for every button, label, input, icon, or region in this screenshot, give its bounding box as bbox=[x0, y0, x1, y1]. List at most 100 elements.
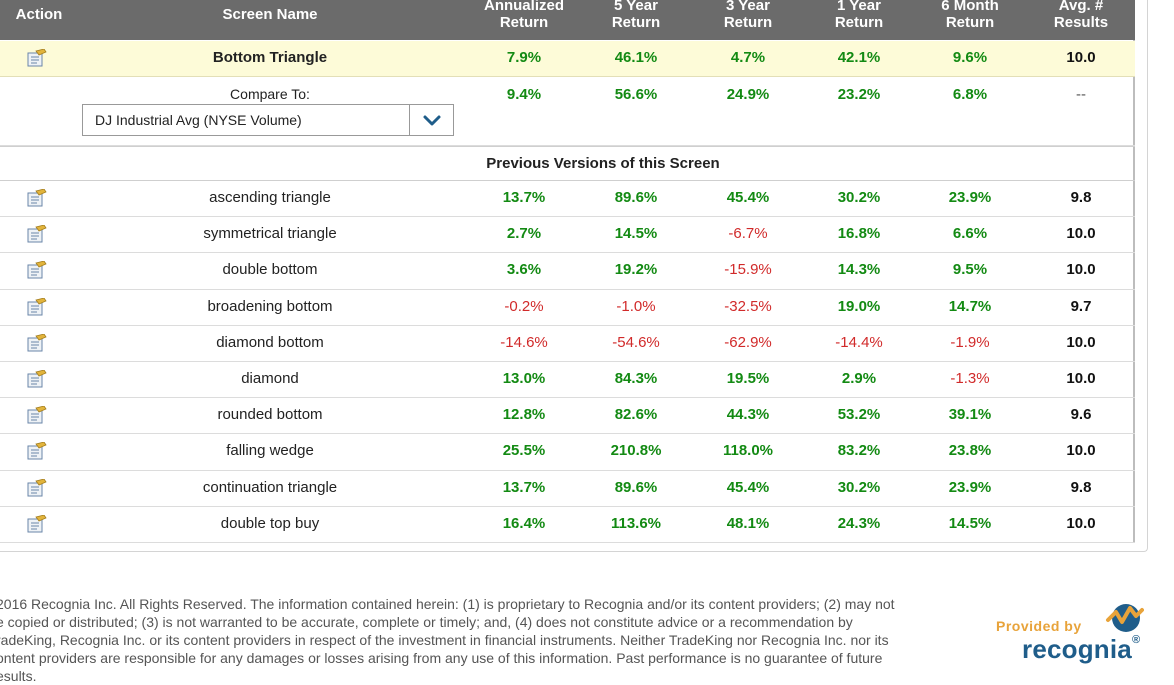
table-row: diamond 13.0% 84.3% 19.5% 2.9% -1.3% 10.0 bbox=[0, 362, 1135, 399]
annualized-return-value: -0.2% bbox=[504, 297, 544, 315]
five-year-return-value: 210.8% bbox=[610, 442, 662, 460]
five-year-return-value: 89.6% bbox=[614, 478, 658, 496]
current-5-year-return: 46.1% bbox=[614, 49, 658, 66]
screen-name-link[interactable]: ascending triangle bbox=[209, 189, 331, 206]
current-annualized-return: 7.9% bbox=[506, 49, 542, 66]
table-row: rounded bottom 12.8% 82.6% 44.3% 53.2% 39.1% 9… bbox=[0, 398, 1135, 435]
header-5-year-return: 5 Year Return bbox=[580, 0, 692, 40]
header-1-year-line1: 1 Year bbox=[837, 0, 881, 14]
edit-screen-icon[interactable] bbox=[27, 225, 47, 243]
three-year-return-value: 19.5% bbox=[726, 370, 770, 387]
avg-results-value: 9.7 bbox=[1070, 297, 1092, 315]
screen-name-link[interactable]: rounded bottom bbox=[217, 406, 323, 424]
header-annualized-return: Annualized Return bbox=[468, 0, 580, 40]
header-annualized-line1: Annualized bbox=[483, 0, 564, 14]
current-3-year-return: 4.7% bbox=[730, 49, 766, 66]
header-avg-line2: Results bbox=[1053, 14, 1109, 31]
table-row: double top buy 16.4% 113.6% 48.1% 24.3% 14.5%… bbox=[0, 507, 1135, 543]
recognia-brand-text: recognia® bbox=[1022, 634, 1140, 665]
edit-screen-icon[interactable] bbox=[27, 261, 47, 279]
one-year-return-value: 53.2% bbox=[837, 406, 881, 424]
header-3-year-return: 3 Year Return bbox=[692, 0, 804, 40]
compare-label: Compare To: bbox=[230, 86, 310, 102]
avg-results-value: 10.0 bbox=[1066, 370, 1096, 387]
edit-screen-icon[interactable] bbox=[27, 514, 47, 533]
current-avg-results: 10.0 bbox=[1066, 49, 1096, 66]
table-row: symmetrical triangle 2.7% 14.5% -6.7% 16.8% 6… bbox=[0, 217, 1135, 254]
screen-name-link[interactable]: continuation triangle bbox=[202, 478, 338, 496]
disclaimer-line: 2016 Recognia Inc. All Rights Reserved. … bbox=[0, 596, 895, 612]
current-1-year-return: 42.1% bbox=[837, 49, 881, 66]
edit-screen-icon[interactable] bbox=[27, 333, 47, 352]
compare-benchmark-select[interactable]: DJ Industrial Avg (NYSE Volume) bbox=[82, 104, 454, 136]
screen-name-link[interactable]: double top buy bbox=[220, 514, 320, 532]
previous-versions-heading-row: Previous Versions of this Screen bbox=[0, 146, 1135, 181]
compare-annualized-return: 9.4% bbox=[506, 86, 542, 103]
screen-name-link[interactable]: diamond bottom bbox=[216, 333, 324, 351]
five-year-return-value: 113.6% bbox=[610, 514, 662, 532]
six-month-return-value: -1.9% bbox=[950, 333, 990, 351]
five-year-return-value: -1.0% bbox=[616, 297, 656, 315]
header-avg-results: Avg. # Results bbox=[1026, 0, 1136, 40]
current-screen-row: Bottom Triangle 7.9% 46.1% 4.7% 42.1% 9.… bbox=[0, 41, 1135, 77]
five-year-return-value: 14.5% bbox=[614, 225, 658, 243]
recognia-mark-icon bbox=[1106, 604, 1144, 632]
three-year-return-value: 44.3% bbox=[726, 406, 770, 424]
table-row: diamond bottom -14.6% -54.6% -62.9% -14.4% -1… bbox=[0, 326, 1135, 362]
screen-name-link[interactable]: symmetrical triangle bbox=[203, 225, 337, 243]
edit-screen-icon[interactable] bbox=[27, 297, 47, 316]
one-year-return-value: 30.2% bbox=[837, 189, 881, 206]
compare-3-year-return: 24.9% bbox=[726, 86, 770, 103]
screen-name-link[interactable]: broadening bottom bbox=[207, 297, 333, 315]
six-month-return-value: 9.5% bbox=[952, 261, 988, 279]
avg-results-value: 9.8 bbox=[1070, 189, 1092, 206]
table-row: continuation triangle 13.7% 89.6% 45.4% 30.2… bbox=[0, 471, 1135, 507]
compare-avg-results: -- bbox=[1076, 86, 1086, 103]
five-year-return-value: 19.2% bbox=[614, 261, 658, 279]
edit-screen-icon[interactable] bbox=[27, 49, 47, 67]
avg-results-value: 10.0 bbox=[1066, 514, 1096, 532]
table-row: falling wedge 25.5% 210.8% 118.0% 83.2% 23.8%… bbox=[0, 434, 1135, 471]
annualized-return-value: -14.6% bbox=[500, 333, 548, 351]
annualized-return-value: 2.7% bbox=[506, 225, 542, 243]
compare-1-year-return: 23.2% bbox=[837, 86, 881, 103]
header-screen-name: Screen Name bbox=[170, 0, 370, 40]
three-year-return-value: -6.7% bbox=[728, 225, 768, 243]
three-year-return-value: 45.4% bbox=[726, 189, 770, 206]
five-year-return-value: 82.6% bbox=[614, 406, 658, 424]
three-year-return-value: -62.9% bbox=[724, 333, 772, 351]
six-month-return-value: 23.9% bbox=[948, 189, 992, 206]
annualized-return-value: 13.7% bbox=[502, 478, 546, 496]
screen-name-link[interactable]: falling wedge bbox=[226, 442, 314, 460]
edit-screen-icon[interactable] bbox=[27, 442, 47, 460]
one-year-return-value: 30.2% bbox=[837, 478, 881, 496]
screen-name-link[interactable]: diamond bbox=[241, 370, 299, 387]
screen-name-link[interactable]: double bottom bbox=[222, 261, 318, 279]
compare-6-month-return: 6.8% bbox=[952, 86, 988, 103]
header-5-year-line1: 5 Year bbox=[614, 0, 658, 14]
avg-results-value: 10.0 bbox=[1066, 225, 1096, 243]
header-3-year-line1: 3 Year bbox=[726, 0, 770, 14]
current-6-month-return: 9.6% bbox=[952, 49, 988, 66]
header-1-year-line2: Return bbox=[834, 14, 884, 31]
compare-5-year-return: 56.6% bbox=[614, 86, 658, 103]
avg-results-value: 9.6 bbox=[1070, 406, 1092, 424]
edit-screen-icon[interactable] bbox=[27, 370, 47, 388]
annualized-return-value: 25.5% bbox=[502, 442, 546, 460]
dropdown-toggle[interactable] bbox=[409, 105, 453, 135]
screen-results-table: Action Screen Name Annualized Return 5 Y… bbox=[0, 0, 1135, 543]
current-screen-name[interactable]: Bottom Triangle bbox=[212, 49, 328, 66]
annualized-return-value: 3.6% bbox=[506, 261, 542, 279]
header-5-year-line2: Return bbox=[611, 14, 661, 31]
header-1-year-return: 1 Year Return bbox=[804, 0, 914, 40]
edit-screen-icon[interactable] bbox=[27, 189, 47, 207]
three-year-return-value: 45.4% bbox=[726, 478, 770, 496]
edit-screen-icon[interactable] bbox=[27, 478, 47, 497]
edit-screen-icon[interactable] bbox=[27, 406, 47, 424]
avg-results-value: 9.8 bbox=[1070, 478, 1092, 496]
table-row: broadening bottom -0.2% -1.0% -32.5% 19.0% 14… bbox=[0, 290, 1135, 326]
annualized-return-value: 13.0% bbox=[502, 370, 546, 387]
previous-versions-heading: Previous Versions of this Screen bbox=[486, 155, 720, 172]
header-6-month-line2: Return bbox=[945, 14, 995, 31]
table-row: ascending triangle 13.7% 89.6% 45.4% 30.2% 23… bbox=[0, 181, 1135, 218]
